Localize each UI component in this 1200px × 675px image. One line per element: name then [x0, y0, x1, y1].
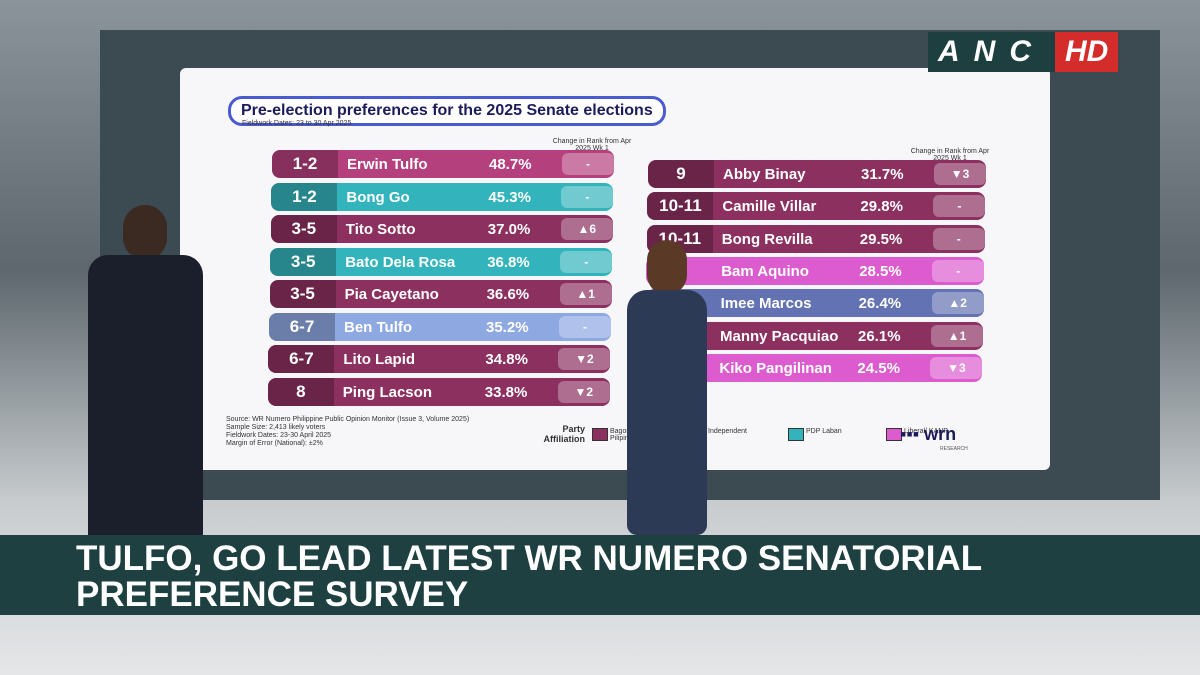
rank: 9 — [648, 160, 714, 188]
lower-third: TULFO, GO LEAD LATEST WR NUMERO SENATORI… — [0, 535, 1200, 615]
channel-logo: ANC HD — [928, 32, 1119, 72]
rank-change: - — [561, 185, 614, 208]
percentage: 24.5% — [857, 359, 900, 377]
candidate-name: Ben Tulfo — [344, 318, 413, 336]
candidate-row: Imee Marcos 26.4% ▲2 — [645, 289, 984, 318]
source-notes: Source: WR Numero Philippine Public Opin… — [226, 416, 469, 448]
presenter-male — [88, 205, 203, 535]
candidate-name: Bong Revilla — [721, 230, 813, 248]
percentage: 29.8% — [860, 198, 903, 216]
legend-label: Liberal/ KANP — [904, 428, 948, 435]
percentage: 29.5% — [859, 230, 903, 248]
legend-title: Party Affiliation — [543, 424, 586, 444]
change-header: Change in Rank from Apr 2025 Wk 1 — [552, 138, 632, 152]
rank: 3-5 — [270, 215, 337, 243]
rank: 6-7 — [269, 312, 335, 341]
candidate-row: 8 Ping Lacson 33.8% ▼2 — [267, 377, 610, 406]
logo-hd: HD — [1055, 32, 1119, 72]
rank-change: ▼3 — [930, 356, 983, 379]
candidate-name: Tito Sotto — [345, 221, 416, 238]
percentage: 36.6% — [486, 286, 530, 303]
rank-change: - — [932, 227, 985, 250]
rank-change: ▲6 — [560, 218, 613, 240]
percentage: 36.8% — [487, 253, 530, 271]
legend-label: PDP Laban — [806, 428, 842, 435]
legend-swatch — [886, 428, 902, 441]
candidate-name: Bong Go — [346, 188, 410, 206]
candidate-name: Imee Marcos — [720, 295, 812, 313]
source-line: Source: WR Numero Philippine Public Opin… — [226, 416, 470, 423]
rank-change: ▼3 — [934, 163, 986, 185]
source-line: Margin of Error (National): ±2% — [226, 440, 323, 447]
candidate-row: 3-5 Tito Sotto 37.0% ▲6 — [270, 215, 613, 243]
source-line: Sample Size: 2,413 likely voters — [226, 424, 326, 431]
candidate-name: Bato Dela Rosa — [345, 253, 456, 271]
candidate-row: 1-2 Erwin Tulfo 48.7% - — [272, 150, 614, 178]
candidate-row: 3-5 Pia Cayetano 36.6% ▲1 — [269, 280, 612, 308]
source-line: Fieldwork Dates: 23-30 April 2025 — [226, 432, 332, 439]
candidate-name: Ping Lacson — [342, 383, 432, 401]
candidate-row: 6-7 Ben Tulfo 35.2% - — [269, 312, 611, 341]
percentage: 26.4% — [858, 295, 902, 313]
candidate-name: Abby Binay — [723, 166, 806, 183]
candidate-row: 6-7 Lito Lapid 34.8% ▼2 — [268, 345, 611, 373]
candidate-name: Pia Cayetano — [344, 286, 439, 303]
candidate-row: Bam Aquino 28.5% - — [646, 256, 985, 285]
candidate-name: Bam Aquino — [721, 262, 809, 280]
percentage: 35.2% — [486, 318, 529, 336]
percentage: 37.0% — [487, 221, 531, 238]
rank: 3-5 — [269, 280, 336, 308]
head — [647, 240, 687, 295]
legend-label: Bagong Pilipinas — [610, 428, 637, 442]
percentage: 34.8% — [485, 351, 528, 368]
rank-change: ▲2 — [931, 292, 984, 315]
candidate-row: 10-11 Camille Villar 29.8% - — [647, 192, 986, 221]
candidate-name: Camille Villar — [722, 198, 817, 216]
change-header: Change in Rank from Apr 2025 Wk 1 — [910, 148, 990, 162]
suit — [88, 255, 203, 535]
percentage: 48.7% — [489, 156, 532, 173]
rank: 6-7 — [268, 345, 335, 373]
candidate-name: Kiko Pangilinan — [719, 359, 832, 377]
presenter-female — [622, 240, 712, 535]
screen-title: Pre-election preferences for the 2025 Se… — [228, 96, 666, 126]
candidate-row: 1-2 Bong Go 45.3% - — [271, 182, 614, 211]
rank-change: - — [560, 250, 613, 273]
brand-sub: RESEARCH — [940, 446, 968, 452]
percentage: 31.7% — [861, 166, 904, 183]
candidate-name: Erwin Tulfo — [347, 156, 428, 173]
headline: TULFO, GO LEAD LATEST WR NUMERO SENATORI… — [76, 539, 982, 614]
candidate-name: Manny Pacquiao — [720, 327, 839, 345]
candidate-row: 3-5 Bato Dela Rosa 36.8% - — [270, 247, 613, 276]
rank-change: ▲1 — [931, 324, 983, 347]
legend-swatch — [788, 428, 804, 441]
rank-change: - — [562, 153, 614, 175]
rank: 3-5 — [270, 247, 337, 276]
rank-change: ▲1 — [559, 283, 612, 305]
rank-change: - — [933, 195, 986, 218]
rank: 10-11 — [647, 192, 714, 221]
percentage: 26.1% — [858, 327, 901, 345]
candidate-name: Lito Lapid — [343, 351, 416, 368]
brand: ▪▪▪ wrn — [900, 424, 957, 444]
dress — [627, 290, 707, 535]
rank: 1-2 — [272, 150, 338, 178]
fieldwork: Fieldwork Dates: 23 to 30 Apr 2025 — [242, 120, 352, 127]
candidate-row: 9 Abby Binay 31.7% ▼3 — [648, 160, 986, 188]
rank-change: ▼2 — [558, 348, 611, 370]
rank: 8 — [267, 377, 334, 406]
brand-text: wrn — [924, 424, 957, 444]
legend-label: Independent — [708, 428, 747, 435]
rank-change: - — [559, 315, 611, 338]
rank-change: ▼2 — [557, 380, 610, 403]
percentage: 45.3% — [488, 188, 531, 206]
legend-swatch — [592, 428, 608, 441]
rank-change: - — [932, 259, 985, 282]
percentage: 28.5% — [859, 262, 902, 280]
head — [123, 205, 167, 260]
percentage: 33.8% — [484, 383, 528, 401]
logo-anc: ANC — [928, 32, 1055, 72]
rank: 1-2 — [271, 182, 338, 211]
